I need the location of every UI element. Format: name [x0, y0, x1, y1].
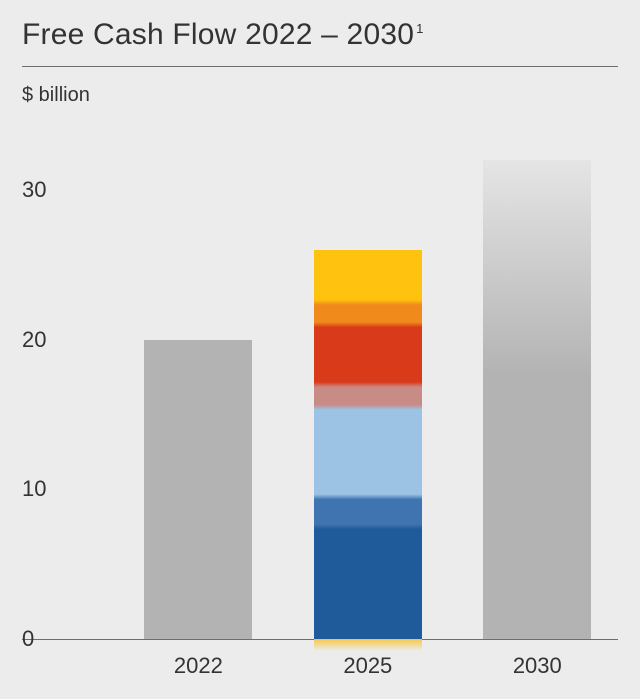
- y-tick-label: 10: [22, 476, 46, 502]
- plot-area: 0102030202220252030: [22, 130, 618, 639]
- title-rule: [22, 66, 618, 67]
- bar-2030: [483, 160, 591, 639]
- chart-title-footnote: 1: [416, 21, 423, 36]
- y-tick-label: 30: [22, 177, 46, 203]
- y-tick-label: 0: [22, 626, 34, 652]
- x-tick-label: 2022: [138, 653, 258, 679]
- bar-2025-below-stub: [314, 639, 422, 651]
- x-tick-label: 2030: [477, 653, 597, 679]
- y-axis-unit: $ billion: [22, 84, 90, 107]
- chart-title: Free Cash Flow 2022 – 20301: [22, 18, 424, 52]
- y-tick-label: 20: [22, 327, 46, 353]
- chart-title-text: Free Cash Flow 2022 – 2030: [22, 18, 414, 51]
- fcf-chart: Free Cash Flow 2022 – 20301 $ billion 0 1…: [0, 0, 640, 699]
- bar-2025: [314, 250, 422, 639]
- x-tick-label: 2025: [308, 653, 428, 679]
- bar-2022: [144, 340, 252, 639]
